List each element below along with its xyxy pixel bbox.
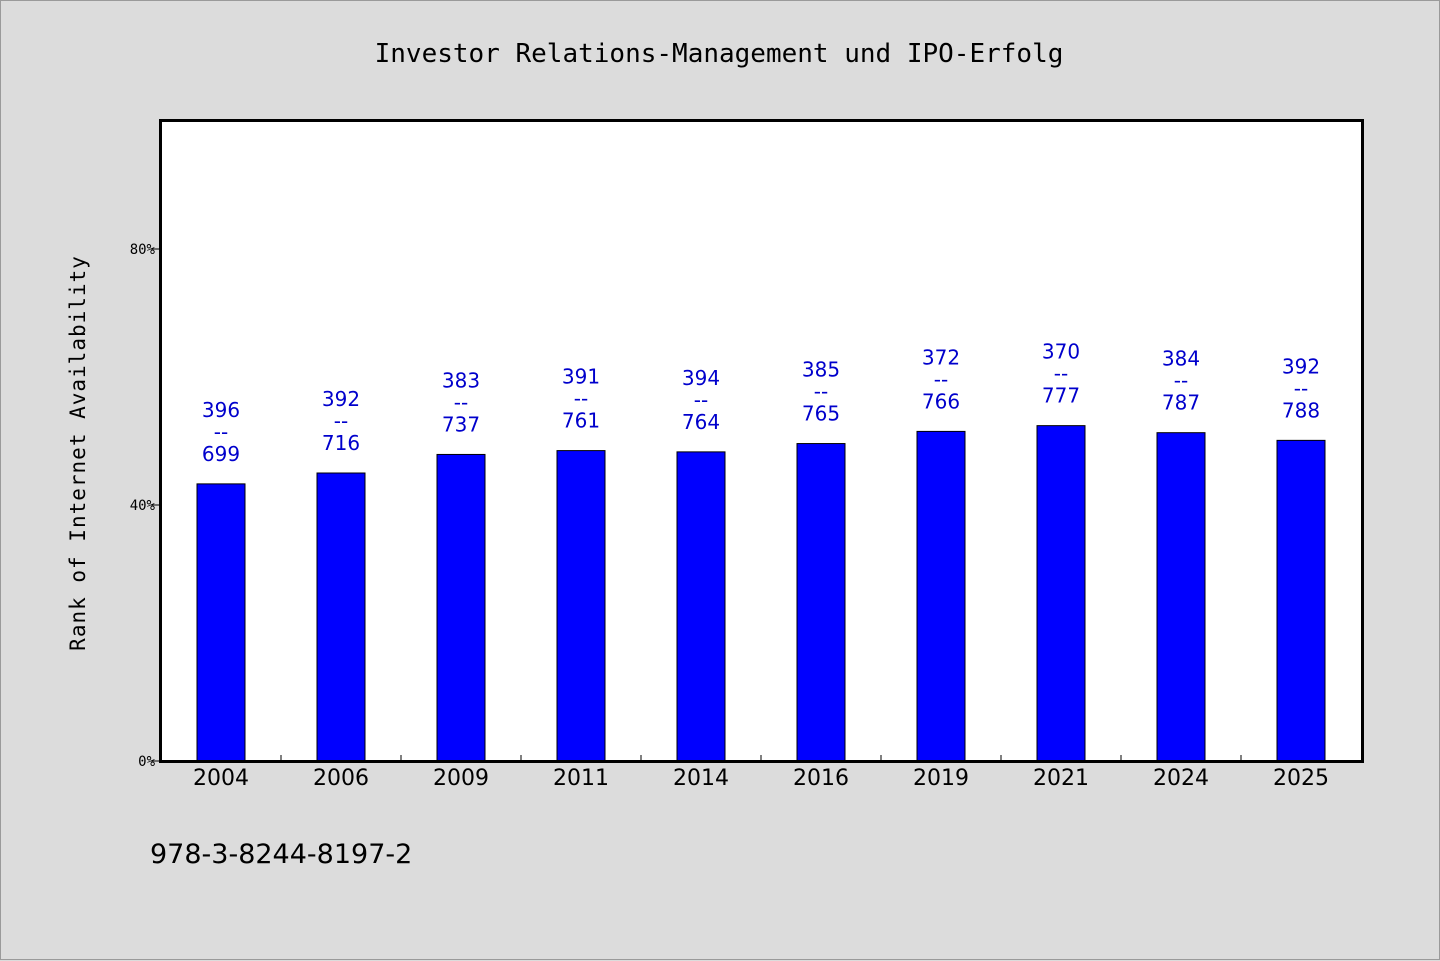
bars-group [196, 425, 1326, 762]
bar-2025 [1276, 439, 1326, 762]
data-label-2021-separator: -- [1054, 362, 1068, 386]
y-tick-label-80: 80% [130, 242, 156, 258]
x-tick-label-2021: 2021 [1033, 766, 1089, 791]
bar-2004 [196, 483, 246, 762]
data-label-2009-top: 383 [442, 368, 480, 392]
chart-title: Investor Relations-Management und IPO-Er… [375, 39, 1064, 69]
data-label-2021-top: 370 [1042, 340, 1080, 364]
data-label-2025-separator: -- [1294, 376, 1308, 400]
data-label-2006-separator: -- [334, 409, 348, 433]
data-label-2011-separator: -- [574, 387, 588, 411]
data-label-2014-top: 394 [682, 366, 720, 390]
data-label-2019-top: 372 [922, 345, 960, 369]
data-label-2016-top: 385 [802, 358, 840, 382]
data-label-2014-separator: -- [694, 388, 708, 412]
x-tick-label-2016: 2016 [793, 766, 849, 791]
bar-2016 [796, 443, 846, 762]
data-label-2004-separator: -- [214, 420, 228, 444]
x-tick-label-2011: 2011 [553, 766, 609, 791]
plot-border [159, 119, 1364, 763]
data-labels-group: 396--699392--716383--737391--761394--764… [202, 340, 1320, 466]
x-tick-label-2019: 2019 [913, 766, 969, 791]
data-label-2009-separator: -- [454, 390, 468, 414]
x-tick-label-2009: 2009 [433, 766, 489, 791]
data-label-2006-top: 392 [322, 387, 360, 411]
bar-2019 [916, 430, 966, 762]
data-label-2019-bottom: 766 [922, 389, 960, 413]
x-tick-label-2025: 2025 [1273, 766, 1329, 791]
bar-2006 [316, 472, 366, 762]
bar-2014 [676, 451, 726, 762]
bar-2024 [1156, 432, 1206, 762]
x-tick-label-2004: 2004 [193, 766, 249, 791]
data-label-2014-bottom: 764 [682, 410, 720, 434]
data-label-2024-top: 384 [1162, 347, 1200, 371]
data-label-2006-bottom: 716 [322, 431, 360, 455]
data-label-2004-bottom: 699 [202, 442, 240, 466]
x-tick-label-2024: 2024 [1153, 766, 1209, 791]
y-axis: 0% 40% 80% [130, 242, 161, 770]
data-label-2024-separator: -- [1174, 369, 1188, 393]
y-tick-label-40: 40% [130, 498, 156, 514]
data-label-2024-bottom: 787 [1162, 391, 1200, 415]
y-tick-label-0: 0% [138, 754, 155, 770]
data-label-2009-bottom: 737 [442, 412, 480, 436]
data-label-2019-separator: -- [934, 367, 948, 391]
bar-2021 [1036, 425, 1086, 762]
data-label-2004-top: 396 [202, 398, 240, 422]
data-label-2011-bottom: 761 [562, 409, 600, 433]
data-label-2016-separator: -- [814, 380, 828, 404]
data-label-2016-bottom: 765 [802, 402, 840, 426]
x-tick-label-2006: 2006 [313, 766, 369, 791]
bar-2011 [556, 450, 606, 762]
x-axis: 2004 2006 2009 2011 2014 2016 2019 2021 2024 2025 [193, 755, 1329, 791]
data-label-2021-bottom: 777 [1042, 384, 1080, 408]
data-label-2025-top: 392 [1282, 354, 1320, 378]
x-tick-label-2014: 2014 [673, 766, 729, 791]
y-axis-label: Rank of Internet Availability [66, 255, 90, 651]
data-label-2025-bottom: 788 [1282, 398, 1320, 422]
bar-2009 [436, 453, 486, 762]
footnote-isbn: 978-3-8244-8197-2 [150, 839, 412, 870]
data-label-2011-top: 391 [562, 365, 600, 389]
